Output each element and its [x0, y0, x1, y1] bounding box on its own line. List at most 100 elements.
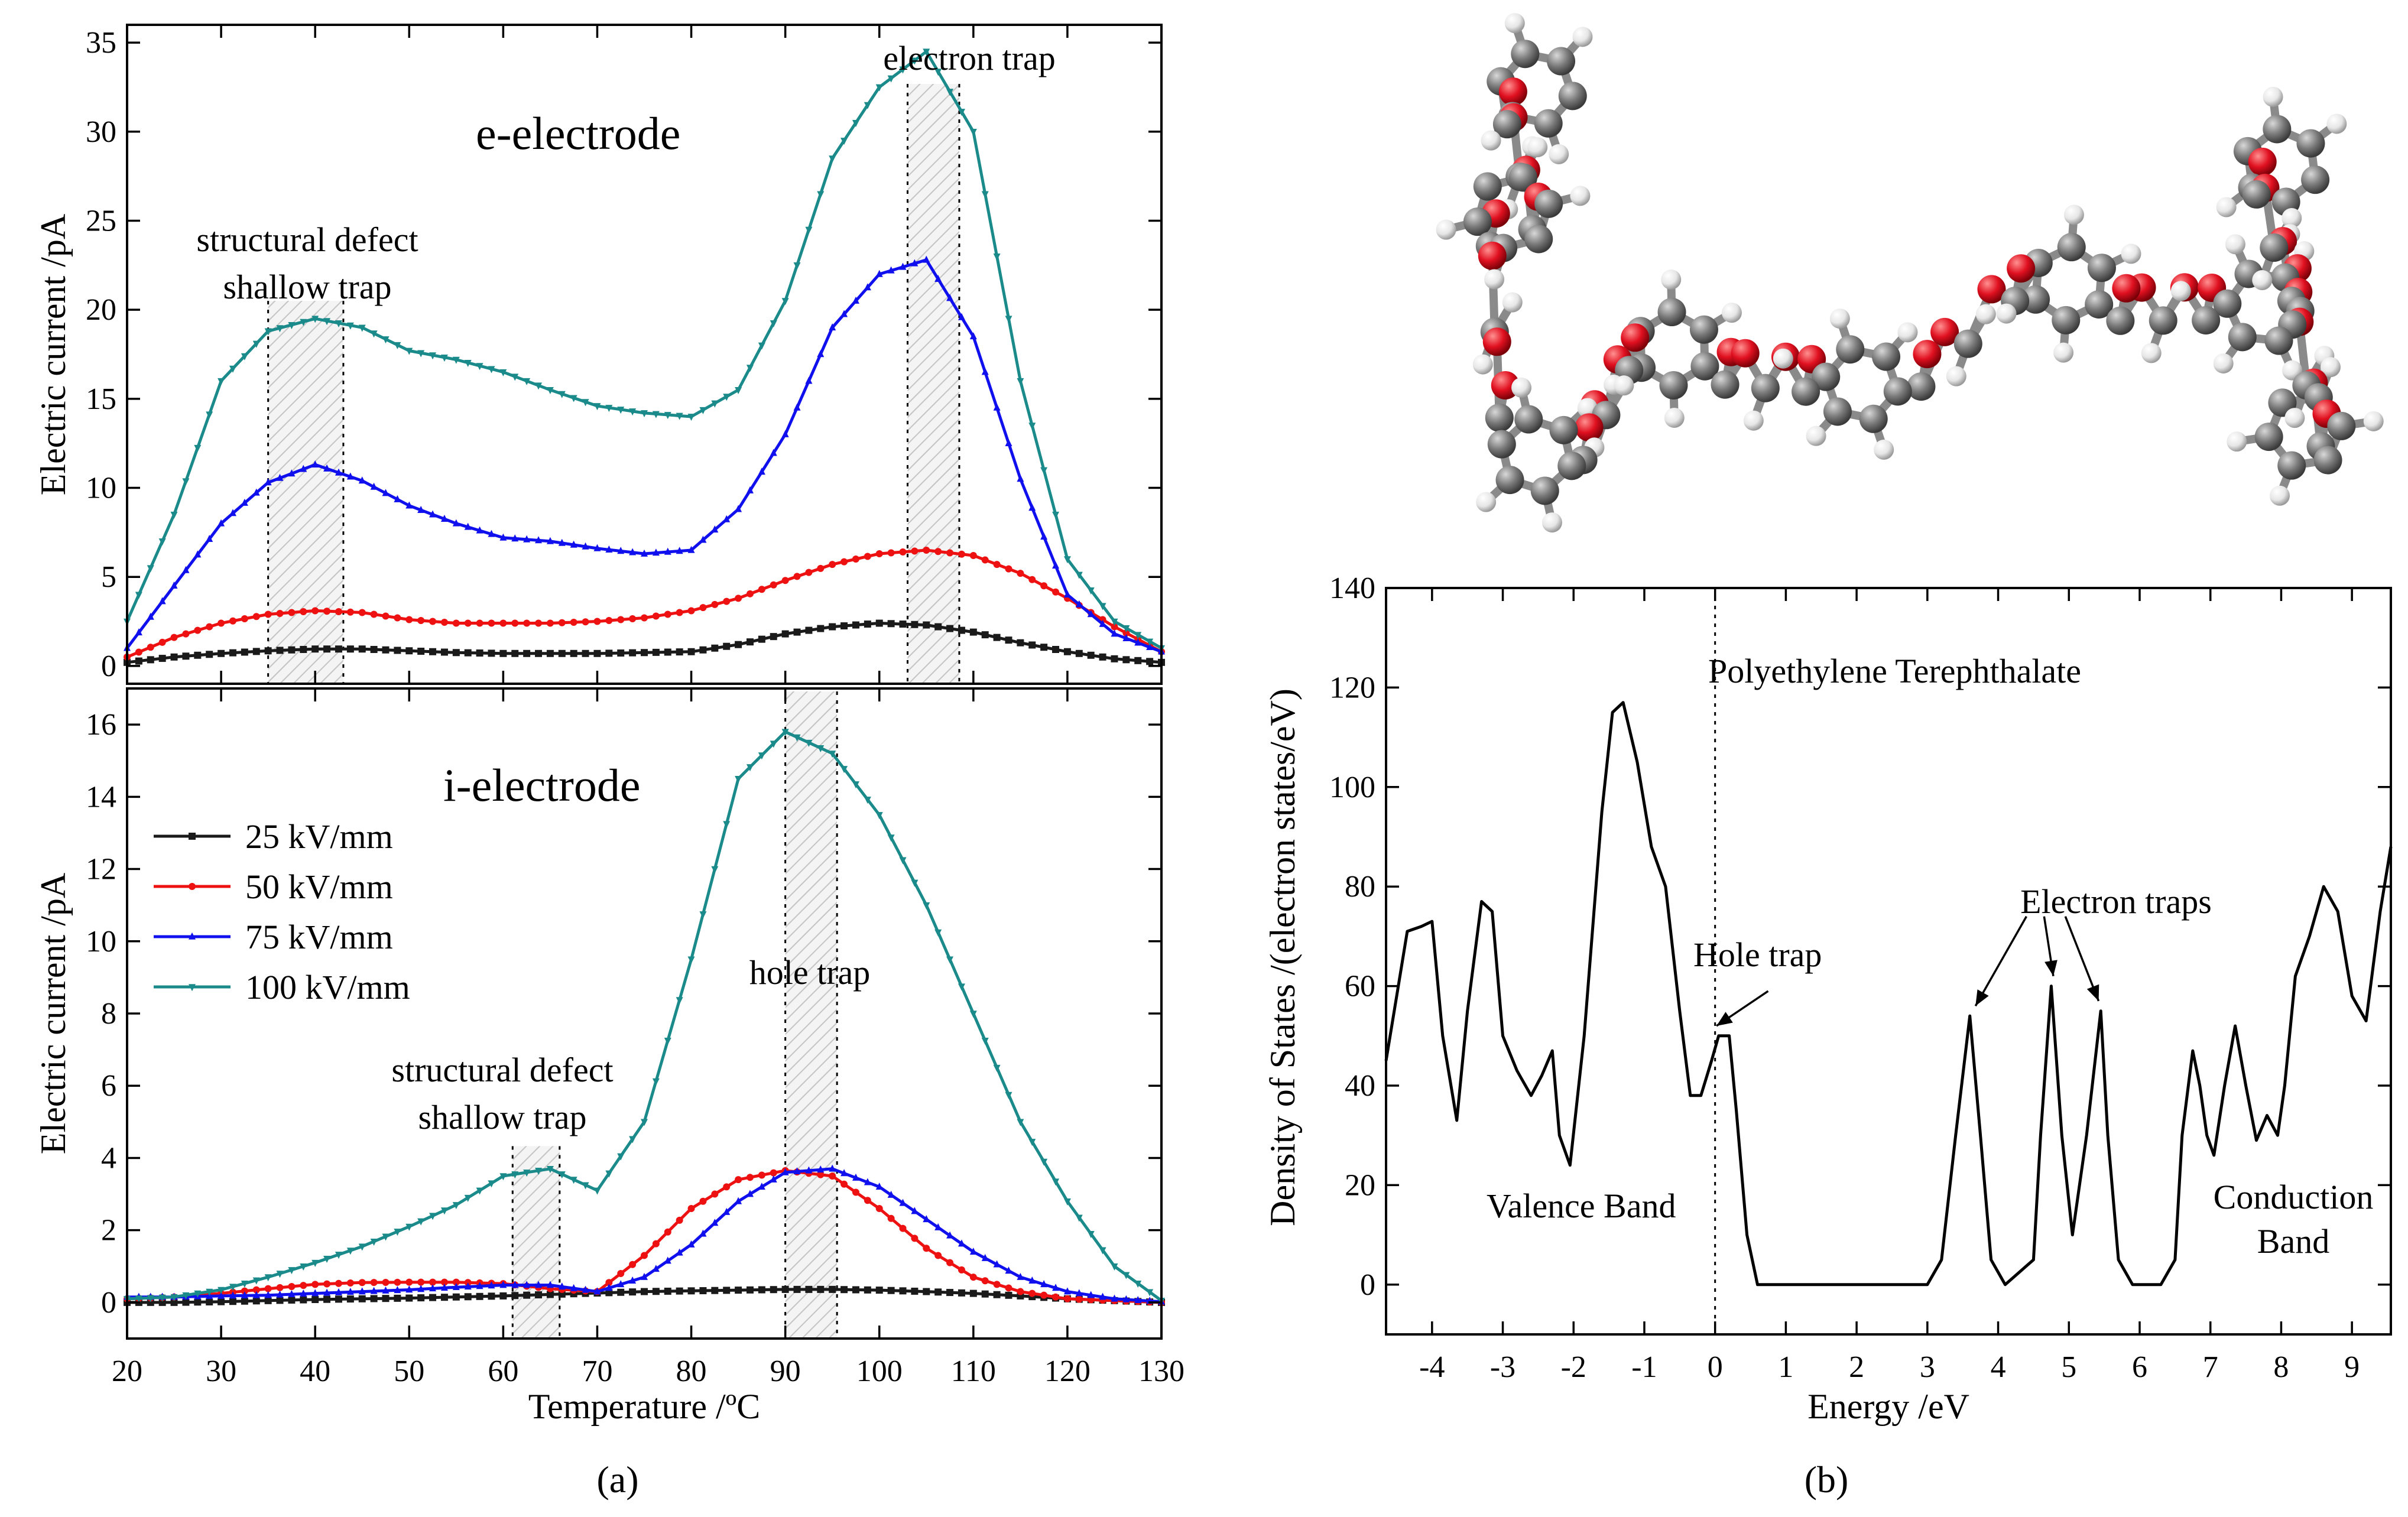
hydrogen-atom	[2170, 281, 2191, 301]
data-point	[781, 729, 789, 736]
data-point	[735, 775, 742, 783]
x-axis: -4 -3 -2 -1 0 1 2 3 4 5 6 7 8 9	[1419, 588, 2360, 1384]
data-point	[511, 619, 519, 627]
hydrogen-atom	[2063, 204, 2084, 225]
data-point	[582, 542, 589, 550]
hydrogen-atom	[2227, 431, 2247, 452]
arrow-head	[2086, 984, 2099, 1001]
x-tick-label: 90	[770, 1354, 801, 1388]
data-point	[1146, 658, 1154, 665]
data-point	[829, 323, 836, 331]
data-point	[699, 604, 707, 612]
data-point	[969, 628, 977, 636]
carbon-atom	[2087, 254, 2116, 282]
data-point	[1099, 653, 1106, 661]
data-point	[946, 89, 954, 96]
data-point	[558, 391, 566, 398]
data-point	[1028, 576, 1036, 583]
data-point	[440, 619, 448, 626]
data-point	[218, 649, 225, 657]
data-point	[1005, 636, 1012, 644]
legend-label: 100 kV/mm	[245, 968, 410, 1006]
data-point	[382, 1278, 390, 1286]
data-point	[1028, 423, 1036, 430]
data-point	[981, 1038, 989, 1045]
data-point	[582, 649, 589, 657]
data-point	[182, 566, 190, 573]
carbon-atom	[1751, 373, 1780, 402]
oxygen-atom	[1731, 339, 1760, 368]
data-point	[264, 1291, 272, 1298]
y-tick-label: 12	[86, 853, 116, 886]
y-tick-label: 0	[101, 649, 116, 683]
data-point	[440, 354, 448, 362]
data-point	[829, 1172, 836, 1180]
panel-label-b: (b)	[1805, 1458, 1849, 1500]
data-point	[429, 352, 437, 360]
data-point	[440, 1294, 448, 1301]
hydrogen-atom	[2216, 197, 2237, 217]
data-point	[593, 403, 601, 411]
data-point	[499, 533, 507, 541]
data-point	[1087, 1230, 1095, 1238]
data-point	[735, 1287, 742, 1294]
panel-label-a: (a)	[596, 1458, 638, 1500]
carbon-atom	[1872, 342, 1901, 371]
data-point	[805, 739, 813, 747]
data-point	[511, 1171, 519, 1179]
data-point	[394, 1286, 401, 1294]
data-point	[664, 1256, 671, 1264]
data-point	[934, 1223, 942, 1230]
data-point	[1017, 570, 1024, 577]
data-point	[687, 1205, 695, 1212]
data-point	[311, 316, 319, 323]
annotation-electron-trap: electron trap	[883, 39, 1055, 77]
data-point	[358, 324, 366, 332]
x-tick-label: 70	[582, 1354, 612, 1388]
data-point	[923, 1288, 930, 1295]
data-point	[746, 590, 754, 597]
data-point	[629, 615, 637, 623]
data-point	[452, 1283, 460, 1291]
arrow-head	[2044, 960, 2057, 976]
data-point	[1087, 587, 1095, 595]
data-point	[417, 1294, 425, 1302]
data-point	[229, 365, 236, 373]
hydrogen-atom	[2053, 342, 2074, 363]
data-point	[582, 1285, 589, 1293]
data-point	[817, 564, 825, 572]
data-point	[1099, 603, 1106, 610]
data-point	[617, 649, 625, 657]
data-point	[346, 1288, 354, 1295]
data-point	[499, 1173, 507, 1181]
data-point	[805, 1285, 813, 1293]
data-point	[417, 350, 425, 358]
data-point	[1146, 643, 1154, 651]
data-point	[993, 1291, 1001, 1298]
data-point	[182, 630, 190, 638]
data-point	[1075, 649, 1083, 657]
data-point	[523, 619, 531, 627]
data-point	[593, 649, 601, 657]
data-point	[993, 403, 1001, 411]
data-point	[805, 226, 813, 234]
data-point	[476, 1187, 483, 1195]
data-point	[464, 522, 472, 530]
data-point	[370, 1238, 378, 1246]
data-point	[452, 356, 460, 364]
data-point	[464, 619, 472, 627]
data-point	[1075, 571, 1083, 579]
data-point	[899, 857, 907, 865]
data-point	[394, 1278, 401, 1286]
data-point	[735, 1197, 742, 1204]
data-point	[370, 482, 378, 490]
hydrogen-atom	[2225, 234, 2245, 255]
data-point	[770, 581, 777, 589]
data-point	[723, 1287, 731, 1294]
data-point	[546, 386, 554, 394]
data-point	[252, 1277, 260, 1285]
x-tick-label: 100	[856, 1354, 903, 1388]
data-point	[1111, 623, 1118, 631]
oxygen-atom	[2007, 254, 2036, 283]
data-point	[1040, 644, 1048, 651]
